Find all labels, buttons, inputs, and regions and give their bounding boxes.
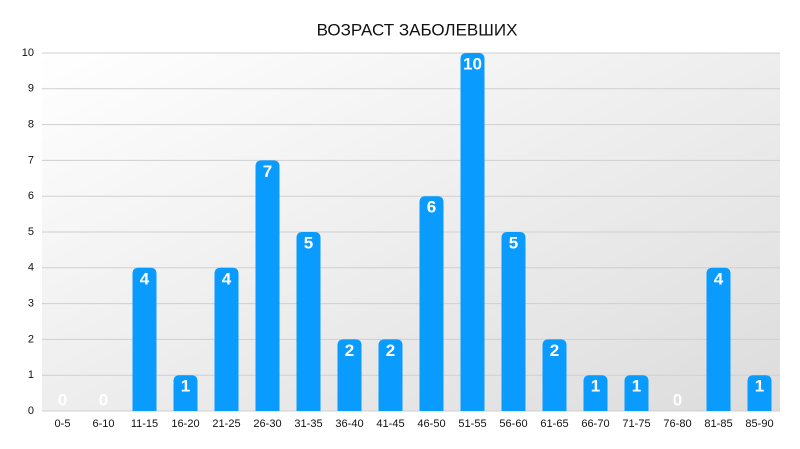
x-tick-label: 0-5 [55, 418, 71, 430]
value-label: 2 [345, 341, 354, 360]
x-tick-label: 11-15 [131, 418, 158, 430]
x-tick-label: 41-45 [376, 418, 404, 430]
y-tick-label: 7 [28, 154, 34, 166]
bar [419, 196, 444, 411]
bar [173, 375, 198, 411]
y-tick-label: 10 [22, 47, 34, 59]
bar [624, 375, 649, 411]
x-tick-label: 66-70 [581, 418, 609, 430]
bar [255, 160, 280, 411]
value-label: 1 [632, 377, 641, 396]
value-label: 10 [463, 54, 482, 73]
value-label: 1 [181, 377, 190, 396]
y-tick-label: 1 [28, 369, 34, 381]
x-tick-label: 36-40 [335, 418, 363, 430]
x-tick-label: 61-65 [540, 418, 568, 430]
value-label: 2 [386, 341, 395, 360]
value-label: 0 [58, 390, 67, 409]
y-tick-label: 8 [28, 119, 34, 131]
value-label: 4 [140, 269, 150, 288]
bar [542, 339, 567, 411]
x-tick-label: 81-85 [704, 418, 732, 430]
value-label: 1 [755, 377, 764, 396]
x-tick-label: 26-30 [253, 418, 281, 430]
value-label: 4 [222, 269, 232, 288]
x-tick-label: 85-90 [745, 418, 773, 430]
x-tick-label: 31-35 [294, 418, 322, 430]
x-tick-label: 16-20 [171, 418, 199, 430]
bar [583, 375, 608, 411]
bar [214, 267, 239, 411]
y-tick-label: 9 [28, 83, 34, 95]
x-tick-label: 56-60 [499, 418, 527, 430]
bar [378, 339, 403, 411]
bar [296, 232, 321, 411]
bar [501, 232, 526, 411]
y-tick-label: 2 [28, 333, 34, 345]
value-label: 6 [427, 198, 436, 217]
y-tick-label: 6 [28, 190, 34, 202]
bar [747, 375, 772, 411]
x-tick-label: 51-55 [458, 418, 486, 430]
y-tick-label: 3 [28, 298, 34, 310]
y-tick-label: 0 [28, 405, 34, 417]
y-tick-label: 4 [28, 262, 34, 274]
x-tick-label: 46-50 [417, 418, 445, 430]
value-label: 1 [591, 377, 600, 396]
value-label: 0 [99, 390, 108, 409]
x-tick-label: 76-80 [663, 418, 691, 430]
value-label: 5 [304, 233, 313, 252]
chart-title: ВОЗРАСТ ЗАБОЛЕВШИХ [317, 20, 518, 39]
x-tick-label: 6-10 [92, 418, 114, 430]
value-label: 5 [509, 233, 518, 252]
x-tick-label: 21-25 [212, 418, 240, 430]
y-tick-label: 5 [28, 226, 34, 238]
bar [132, 267, 157, 411]
x-tick-label: 71-75 [622, 418, 650, 430]
bar [337, 339, 362, 411]
bar [706, 267, 731, 411]
value-label: 0 [673, 390, 682, 409]
bar [460, 53, 485, 411]
value-label: 7 [263, 162, 272, 181]
value-label: 2 [550, 341, 559, 360]
value-label: 4 [714, 269, 724, 288]
